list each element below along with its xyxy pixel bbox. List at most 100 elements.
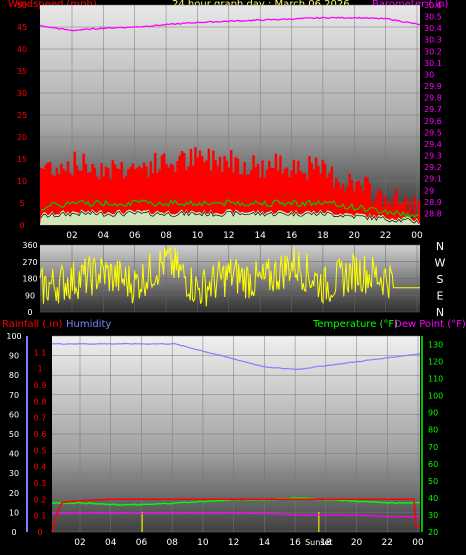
wind-gust-bar	[40, 168, 43, 225]
direction-y-tick: 270	[22, 258, 37, 267]
baro-y-tick: 28.8	[424, 209, 442, 218]
wind-gust-bar	[250, 169, 253, 225]
climate-x-tick: 12	[228, 538, 239, 548]
compass-label: N	[436, 240, 444, 253]
wind-gust-bar	[142, 162, 146, 225]
direction-y-tick: 0	[27, 308, 32, 317]
wind-gust-bar	[259, 177, 262, 225]
wind-gust-bar	[312, 169, 316, 225]
temp-y-tick: 100	[428, 392, 443, 401]
wind-y-tick: 30	[17, 89, 27, 98]
wind-gust-bar	[221, 172, 224, 225]
wind-gust-bar	[176, 160, 179, 225]
humidity-y-tick: 0	[11, 528, 16, 537]
wind-gust-bar	[205, 160, 208, 225]
rain-y-tick: 0.2	[34, 495, 47, 504]
temperature-axis-label: Temperature (°F)	[313, 319, 399, 330]
baro-y-tick: 30.2	[424, 47, 442, 56]
temp-y-tick: 30	[428, 511, 438, 520]
wind-gust-bar	[413, 196, 416, 225]
wind-gust-bar	[185, 170, 188, 225]
wind-gust-bar	[225, 160, 228, 225]
wind-gust-bar	[390, 207, 394, 225]
wind-gust-bar	[373, 203, 376, 225]
wind-gust-bar	[310, 163, 313, 225]
rain-y-tick: 0.6	[34, 430, 47, 439]
climate-x-tick: 08	[166, 538, 178, 548]
wind-gust-bar	[136, 167, 139, 225]
wind-gust-bar	[93, 167, 97, 225]
climate-x-tick: 06	[136, 538, 148, 548]
wind-gust-bar	[314, 157, 318, 225]
wind-gust-bar	[247, 174, 251, 225]
wind-gust-bar	[129, 167, 132, 225]
direction-y-tick: 360	[22, 241, 37, 250]
average-wind-line	[41, 199, 419, 219]
wind-gust-bar	[84, 163, 88, 225]
wind-gust-bar	[270, 167, 273, 225]
baro-y-tick: 29	[424, 186, 434, 195]
wind-gust-bar	[348, 173, 351, 225]
rain-y-tick: 0.7	[34, 414, 47, 423]
wind-gust-bar	[232, 172, 235, 225]
humidity-y-tick: 90	[9, 352, 19, 361]
wind-gust-bar	[366, 177, 369, 225]
wind-gust-bar	[274, 153, 278, 225]
wind-gust-bar	[60, 163, 63, 225]
wind-gust-bar	[288, 177, 291, 225]
wind-x-tick: 22	[380, 231, 391, 241]
climate-x-tick: 22	[382, 538, 393, 548]
sunset-label: Sunset	[305, 538, 332, 547]
rain-y-tick: 0.8	[34, 397, 47, 406]
wind-y-tick: 5	[19, 199, 24, 208]
wind-gust-bar	[57, 174, 61, 225]
wind-gust-bar	[104, 166, 108, 225]
baro-y-tick: 30.6	[424, 1, 442, 10]
wind-gust-bar	[174, 172, 177, 225]
direction-y-tick: 180	[22, 275, 37, 284]
wind-gust-bar	[187, 166, 190, 225]
temp-y-tick: 70	[428, 443, 438, 452]
wind-gust-bar	[75, 165, 79, 225]
wind-y-tick: 15	[17, 155, 27, 164]
wind-gust-bar	[44, 164, 47, 225]
climate-x-tick: 02	[74, 538, 85, 548]
baro-y-tick: 30.5	[424, 13, 442, 22]
wind-gust-bar	[64, 171, 68, 225]
wind-gust-bar	[131, 163, 135, 225]
wind-gust-bar	[252, 155, 255, 225]
wind-gust-bar	[91, 163, 94, 225]
wind-gust-bar	[122, 178, 126, 225]
wind-x-tick: 18	[317, 231, 329, 241]
wind-x-tick: 06	[129, 231, 141, 241]
wind-gust-bar	[167, 167, 170, 225]
compass-label: N	[436, 306, 444, 319]
rain-y-tick: 1	[37, 365, 42, 374]
baro-y-tick: 29.1	[424, 175, 442, 184]
wind-gust-bar	[180, 151, 184, 225]
humidity-y-tick: 100	[6, 332, 21, 341]
wind-gust-bar	[156, 173, 159, 225]
wind-gust-bar	[234, 157, 237, 225]
wind-gust-bar	[404, 195, 407, 225]
wind-gust-bar	[346, 186, 349, 225]
wind-gust-bar	[245, 174, 249, 225]
wind-gust-bar	[158, 169, 161, 225]
baro-y-tick: 29.8	[424, 94, 442, 103]
wind-gust-bar	[335, 177, 338, 225]
wind-gust-bar	[301, 173, 304, 225]
wind-gust-bar	[53, 175, 56, 225]
humidity-y-tick: 70	[9, 391, 19, 400]
wind-gust-bar	[82, 153, 85, 225]
min-wind-line	[40, 210, 420, 224]
humidity-y-tick: 30	[9, 469, 19, 478]
wind-gust-bar	[357, 180, 360, 225]
wind-x-tick: 02	[66, 231, 77, 241]
wind-gust-bar	[326, 177, 329, 225]
wind-gust-bar	[127, 169, 130, 225]
wind-gust-bar	[109, 179, 112, 225]
wind-gust-bar	[55, 167, 59, 225]
wind-gust-bar	[46, 162, 50, 225]
wind-gust-bar	[48, 162, 52, 225]
wind-gust-bar	[165, 163, 168, 225]
